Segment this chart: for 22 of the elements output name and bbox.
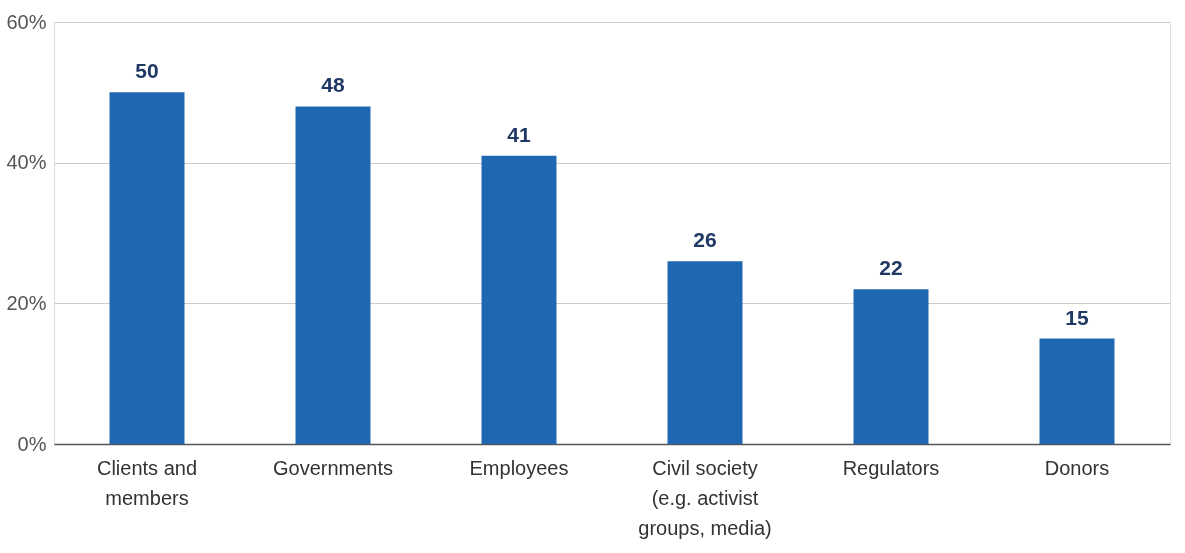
- bar: [481, 155, 557, 444]
- y-tick-label: 0%: [17, 432, 47, 455]
- bar: [1039, 338, 1115, 444]
- bar: [109, 92, 185, 444]
- y-tick-label: 40%: [6, 151, 47, 174]
- data-label: 48: [321, 73, 345, 97]
- x-tick-label: Employees: [469, 456, 569, 479]
- x-tick-label: Civil society (e.g. activist groups, media): [638, 456, 772, 539]
- data-label: 26: [693, 228, 717, 252]
- y-tick-label: 20%: [6, 291, 47, 314]
- bar: [667, 261, 743, 444]
- data-label: 22: [879, 256, 903, 280]
- x-tick-label: Clients and members: [96, 456, 198, 509]
- bar: [295, 106, 371, 444]
- x-tick-label: Donors: [1044, 456, 1110, 479]
- data-label: 41: [507, 122, 531, 146]
- y-tick-label: 60%: [6, 10, 47, 33]
- data-label: 15: [1065, 305, 1089, 329]
- bar: [853, 289, 929, 444]
- data-label: 50: [135, 59, 159, 83]
- x-tick-label: Governments: [272, 456, 394, 479]
- x-tick-label: Regulators: [842, 456, 940, 479]
